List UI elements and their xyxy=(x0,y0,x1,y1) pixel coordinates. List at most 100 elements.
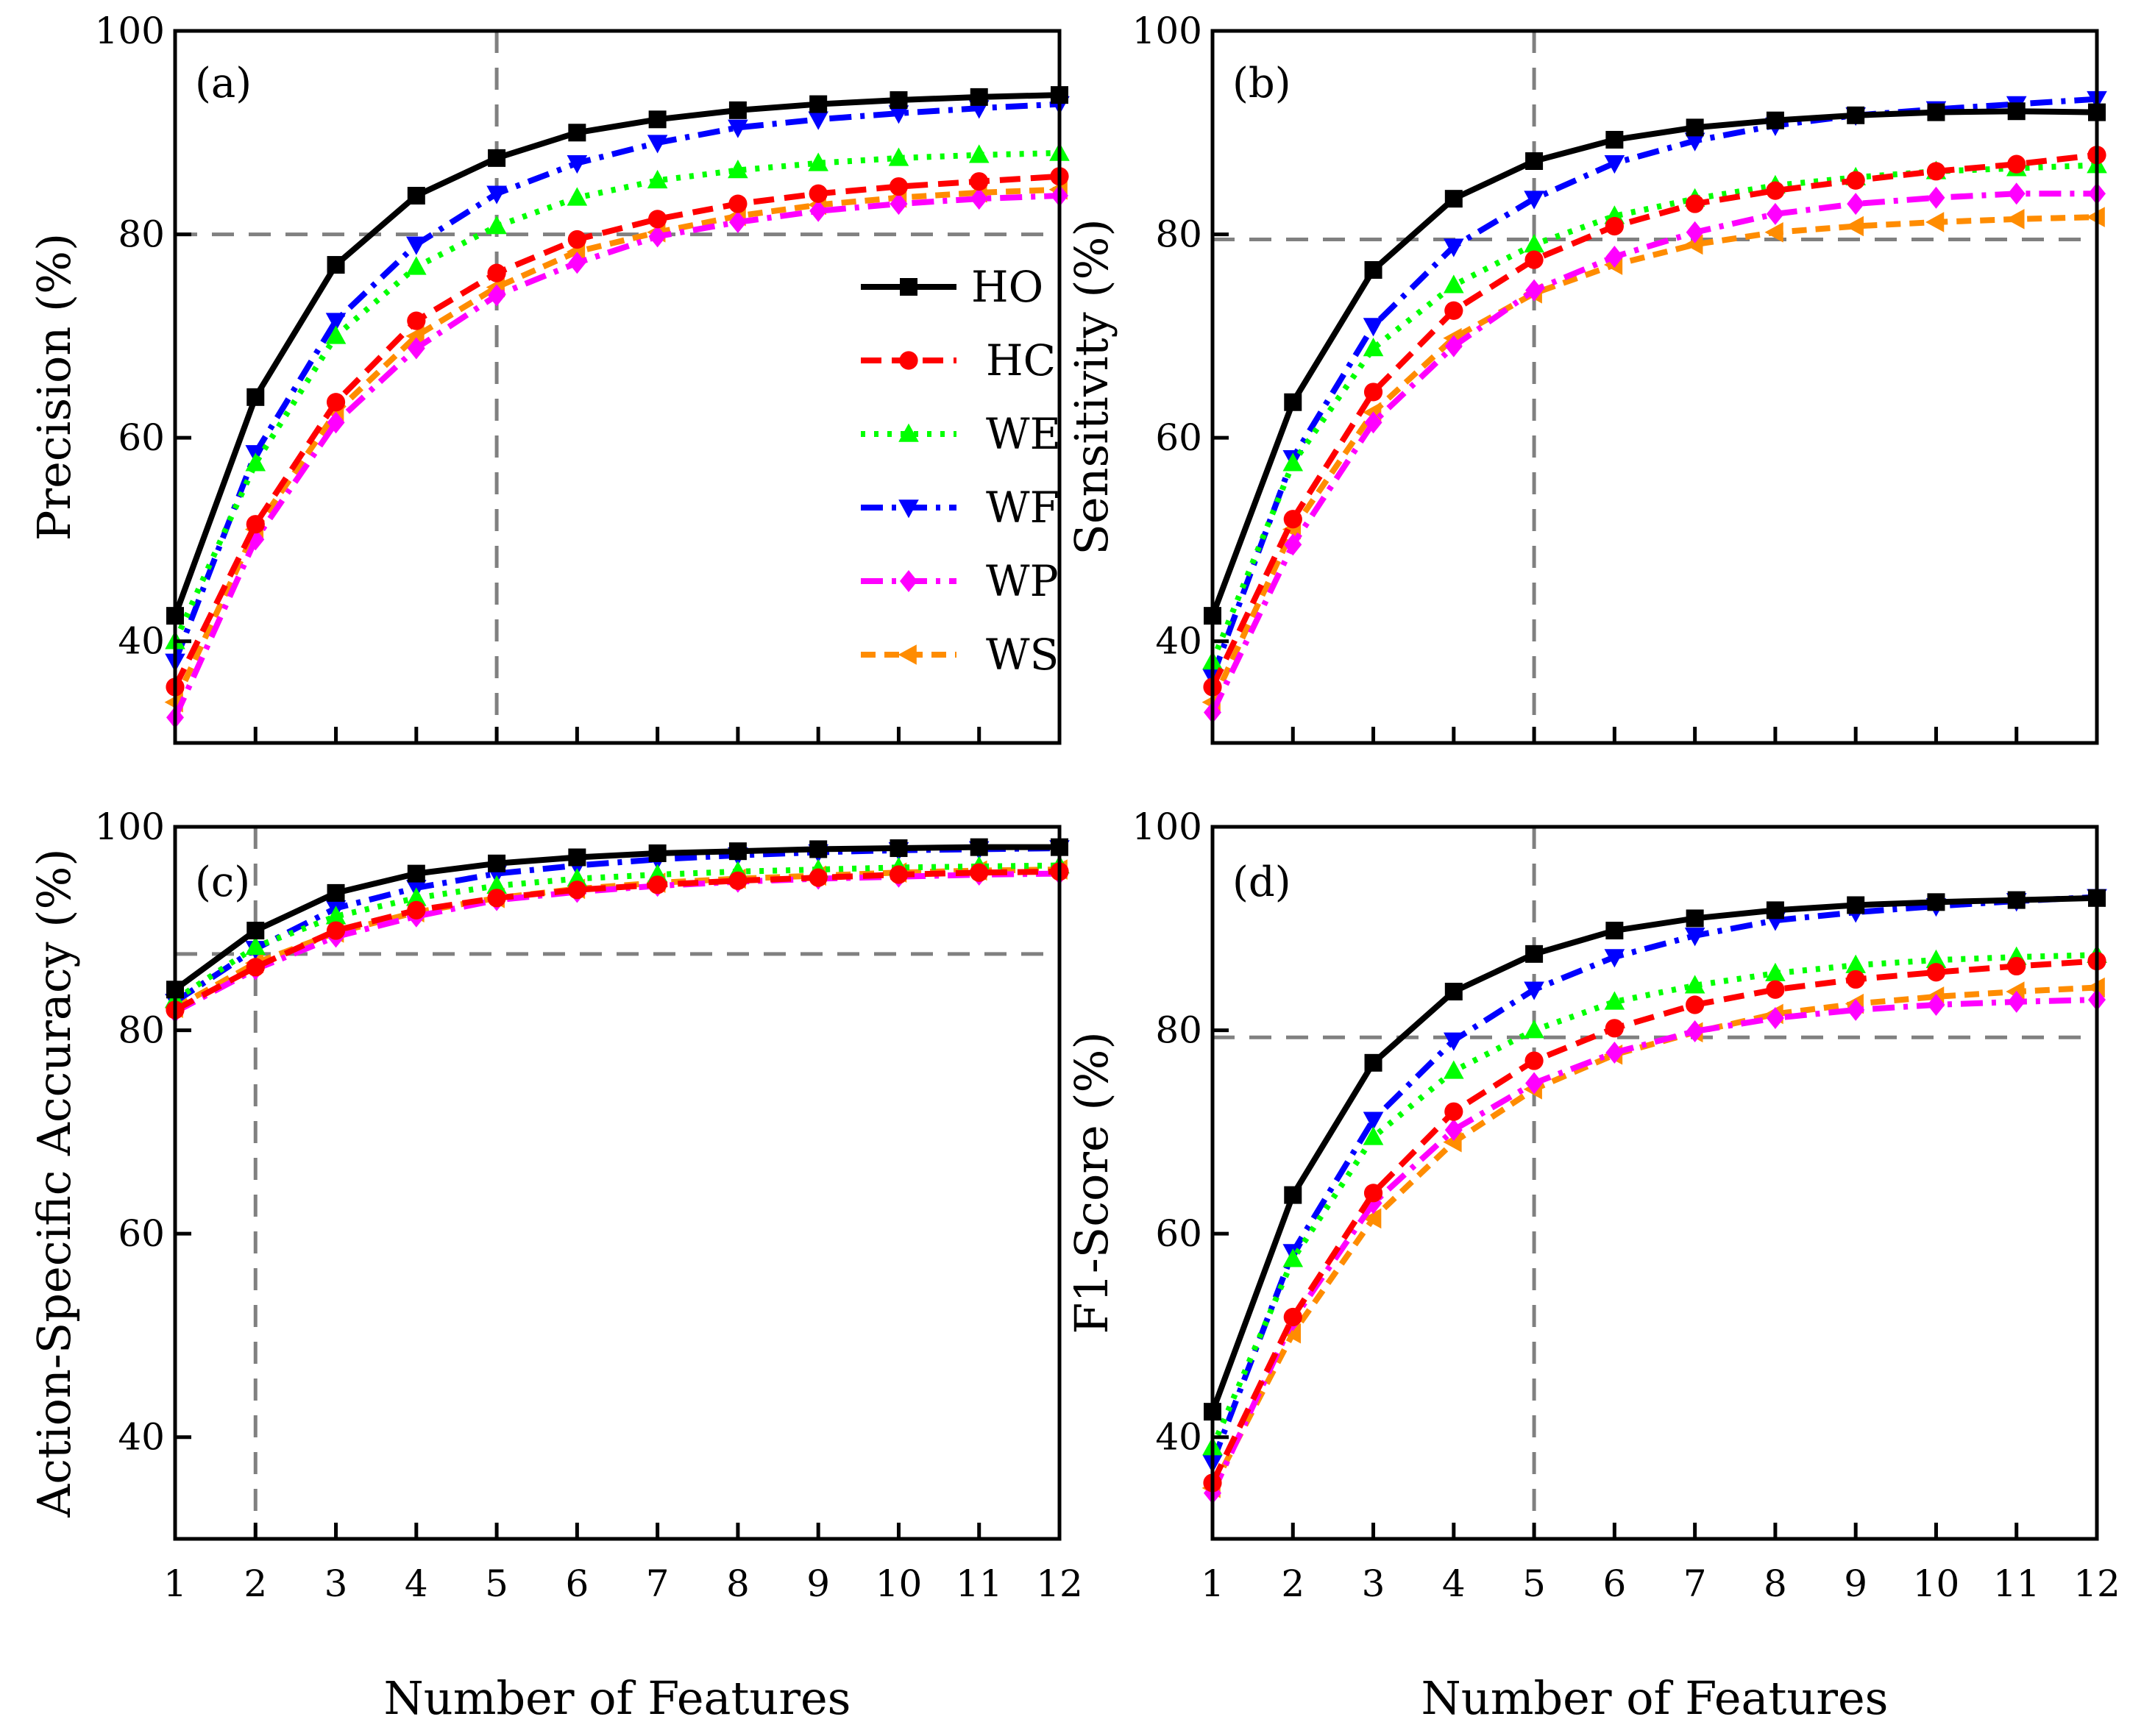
panel-b-ytick-label: 100 xyxy=(1132,10,1202,52)
panel-c-series-HC-point xyxy=(728,871,748,890)
panel-d-series-HC-point xyxy=(1846,970,1865,989)
panel-d-yticks: 40 60 80 100 xyxy=(1132,805,1229,1459)
panel-b-series-WP-point xyxy=(1525,279,1544,302)
panel-a-series-WF-point xyxy=(325,313,347,332)
panel-b-series-HC-point xyxy=(1283,510,1302,529)
panel-d-series-WE-point xyxy=(1925,949,1947,968)
panel-a-gridrefs xyxy=(175,31,1059,743)
panel-b-series-WE-point xyxy=(1282,452,1304,472)
panel-b: 40 60 80 100 (b) Sensitivity (%) xyxy=(1065,10,2107,745)
panel-a-series-HC-point xyxy=(487,263,506,282)
panel-d-series-HO-point xyxy=(1525,945,1544,963)
panel-b-series-WE-point xyxy=(1363,338,1384,357)
panel-c-ylabel: Action-Specific Accuracy (%) xyxy=(27,848,81,1518)
panel-a-series-WF-point xyxy=(567,154,588,174)
panel-d-series-WP-line xyxy=(1210,997,2098,1495)
panel-d-series-HC-point xyxy=(1686,995,1705,1014)
panel-d-series-WF-point xyxy=(1444,1032,1464,1051)
panel-d-series-HC-point xyxy=(1363,1184,1383,1203)
panel-b-series-HC-point xyxy=(1846,171,1865,190)
panel-a-series-WP-point xyxy=(890,193,908,216)
panel-c-series-HC-point xyxy=(246,958,265,977)
panel-b-series-WS-line xyxy=(1210,214,2098,704)
legend-label-WE: WE xyxy=(986,409,1061,459)
panel-a-series-HO-point xyxy=(890,91,908,110)
panel-d-series-HC-line xyxy=(1210,958,2098,1484)
panel-d-series-WE-point xyxy=(1604,991,1625,1010)
panel-a-series-WP-point xyxy=(970,188,988,210)
panel-a-series-WE-point xyxy=(728,160,748,179)
panel-d-series-HO-point xyxy=(1686,909,1704,928)
panel-d-xtick-label: 5 xyxy=(1522,1562,1546,1605)
panel-c-series-HC-point xyxy=(809,868,828,887)
panel-d-series-WP-point xyxy=(1525,1072,1544,1095)
panel-b-series-WP-point xyxy=(1605,245,1624,268)
panel-d-series-HC-point xyxy=(1283,1307,1302,1327)
panel-a-series-WE-point xyxy=(968,144,990,163)
panel-c-xtick-label: 9 xyxy=(806,1562,830,1605)
panel-d-xtick-label: 8 xyxy=(1764,1562,1787,1605)
panel-a-ylabel: Precision (%) xyxy=(27,233,81,541)
panel-d-series-WP-point xyxy=(1766,1006,1784,1029)
panel-c-xtick-label: 11 xyxy=(956,1562,1003,1605)
panel-a-series-WF-point xyxy=(808,111,828,130)
panel-c-series-HO-point xyxy=(890,839,908,858)
panel-c-xtick-label: 4 xyxy=(405,1562,428,1605)
panel-b-xticks xyxy=(1210,727,2099,743)
panel-d-series-WS-line xyxy=(1210,984,2098,1490)
panel-d-xtick-label: 12 xyxy=(2073,1562,2120,1605)
panel-b-frame xyxy=(1210,29,2099,745)
panel-d-xtick-label: 9 xyxy=(1844,1562,1867,1605)
panel-d-series-WE-point xyxy=(1363,1126,1384,1145)
panel-b-series-HC-point xyxy=(1686,194,1705,213)
panel-d-ytick-label: 40 xyxy=(1155,1416,1202,1459)
panel-b-series-HO-point xyxy=(1605,130,1624,149)
panel-c-xticks: 1 2 3 4 5 6 7 8 9 10 11 12 xyxy=(163,1523,1083,1605)
panel-b-series-HO-point xyxy=(1525,152,1544,171)
panel-a-series-WE-line xyxy=(172,149,1060,643)
panel-b-series-WF-point xyxy=(1524,191,1544,210)
panel-b-series-WP-point xyxy=(1847,193,1865,216)
panel-d-series-HO-point xyxy=(1766,901,1784,919)
panel-d-series-HC-point xyxy=(1766,980,1785,999)
panel-c-series-WE-point xyxy=(325,906,347,925)
panel-b-ylabel: Sensitivity (%) xyxy=(1065,218,1118,555)
x-axis-title-right: Number of Features xyxy=(1421,1671,1889,1725)
panel-b-series-HO-point xyxy=(1927,103,1945,121)
panel-a-series-WS-line xyxy=(172,186,1060,704)
panel-b-series-WF-point xyxy=(1363,318,1384,337)
panel-a-series-HC-point xyxy=(648,210,667,229)
panel-a-series-WE-point xyxy=(325,325,347,344)
legend-label-WS: WS xyxy=(986,630,1059,680)
panel-d-series-WF-line xyxy=(1210,894,2098,1464)
panel-c-frame xyxy=(173,825,1062,1541)
panel-a-series-WP-point xyxy=(488,284,506,307)
panel-a-series-WF-point xyxy=(486,185,507,204)
panel-b-ytick-label: 60 xyxy=(1155,416,1202,459)
panel-a-series-HO-point xyxy=(488,149,506,167)
panel-a: 40 60 80 100 (a) Precision (%) HO HC WE WF WP WS xyxy=(27,10,1070,745)
panel-b-series-WS-point xyxy=(1845,216,1864,237)
panel-c-series-HC-point xyxy=(889,865,909,884)
panel-d-series-WP-point xyxy=(2007,990,2026,1013)
panel-a-ytick-label: 80 xyxy=(118,213,165,256)
panel-d-series-HC-point xyxy=(1926,963,1946,982)
panel-a-series-WE-point xyxy=(808,152,828,171)
panel-d-ytick-label: 60 xyxy=(1155,1212,1202,1255)
panel-c-ytick-label: 100 xyxy=(95,805,165,848)
panel-c-series-HC-point xyxy=(487,889,506,908)
panel-a-series-HO-line xyxy=(172,92,1060,617)
panel-c-series-WE-point xyxy=(245,936,266,955)
panel-a-series-HC-point xyxy=(246,515,265,534)
panel-c-series xyxy=(164,838,1070,1023)
panel-a-yticks: 40 60 80 100 xyxy=(95,10,191,663)
panel-c-xtick-label: 12 xyxy=(1036,1562,1083,1605)
x-axis-title-left: Number of Features xyxy=(384,1671,851,1725)
panel-a-series-WF-point xyxy=(888,105,909,124)
panel-a-series-WP-point xyxy=(728,210,747,233)
panel-a-series-WF-point xyxy=(728,119,748,138)
panel-d-frame xyxy=(1210,825,2099,1541)
panel-d-series-HC-point xyxy=(1444,1102,1463,1121)
panel-b-series-WP-point xyxy=(1444,335,1463,357)
panel-c-xtick-label: 10 xyxy=(876,1562,923,1605)
